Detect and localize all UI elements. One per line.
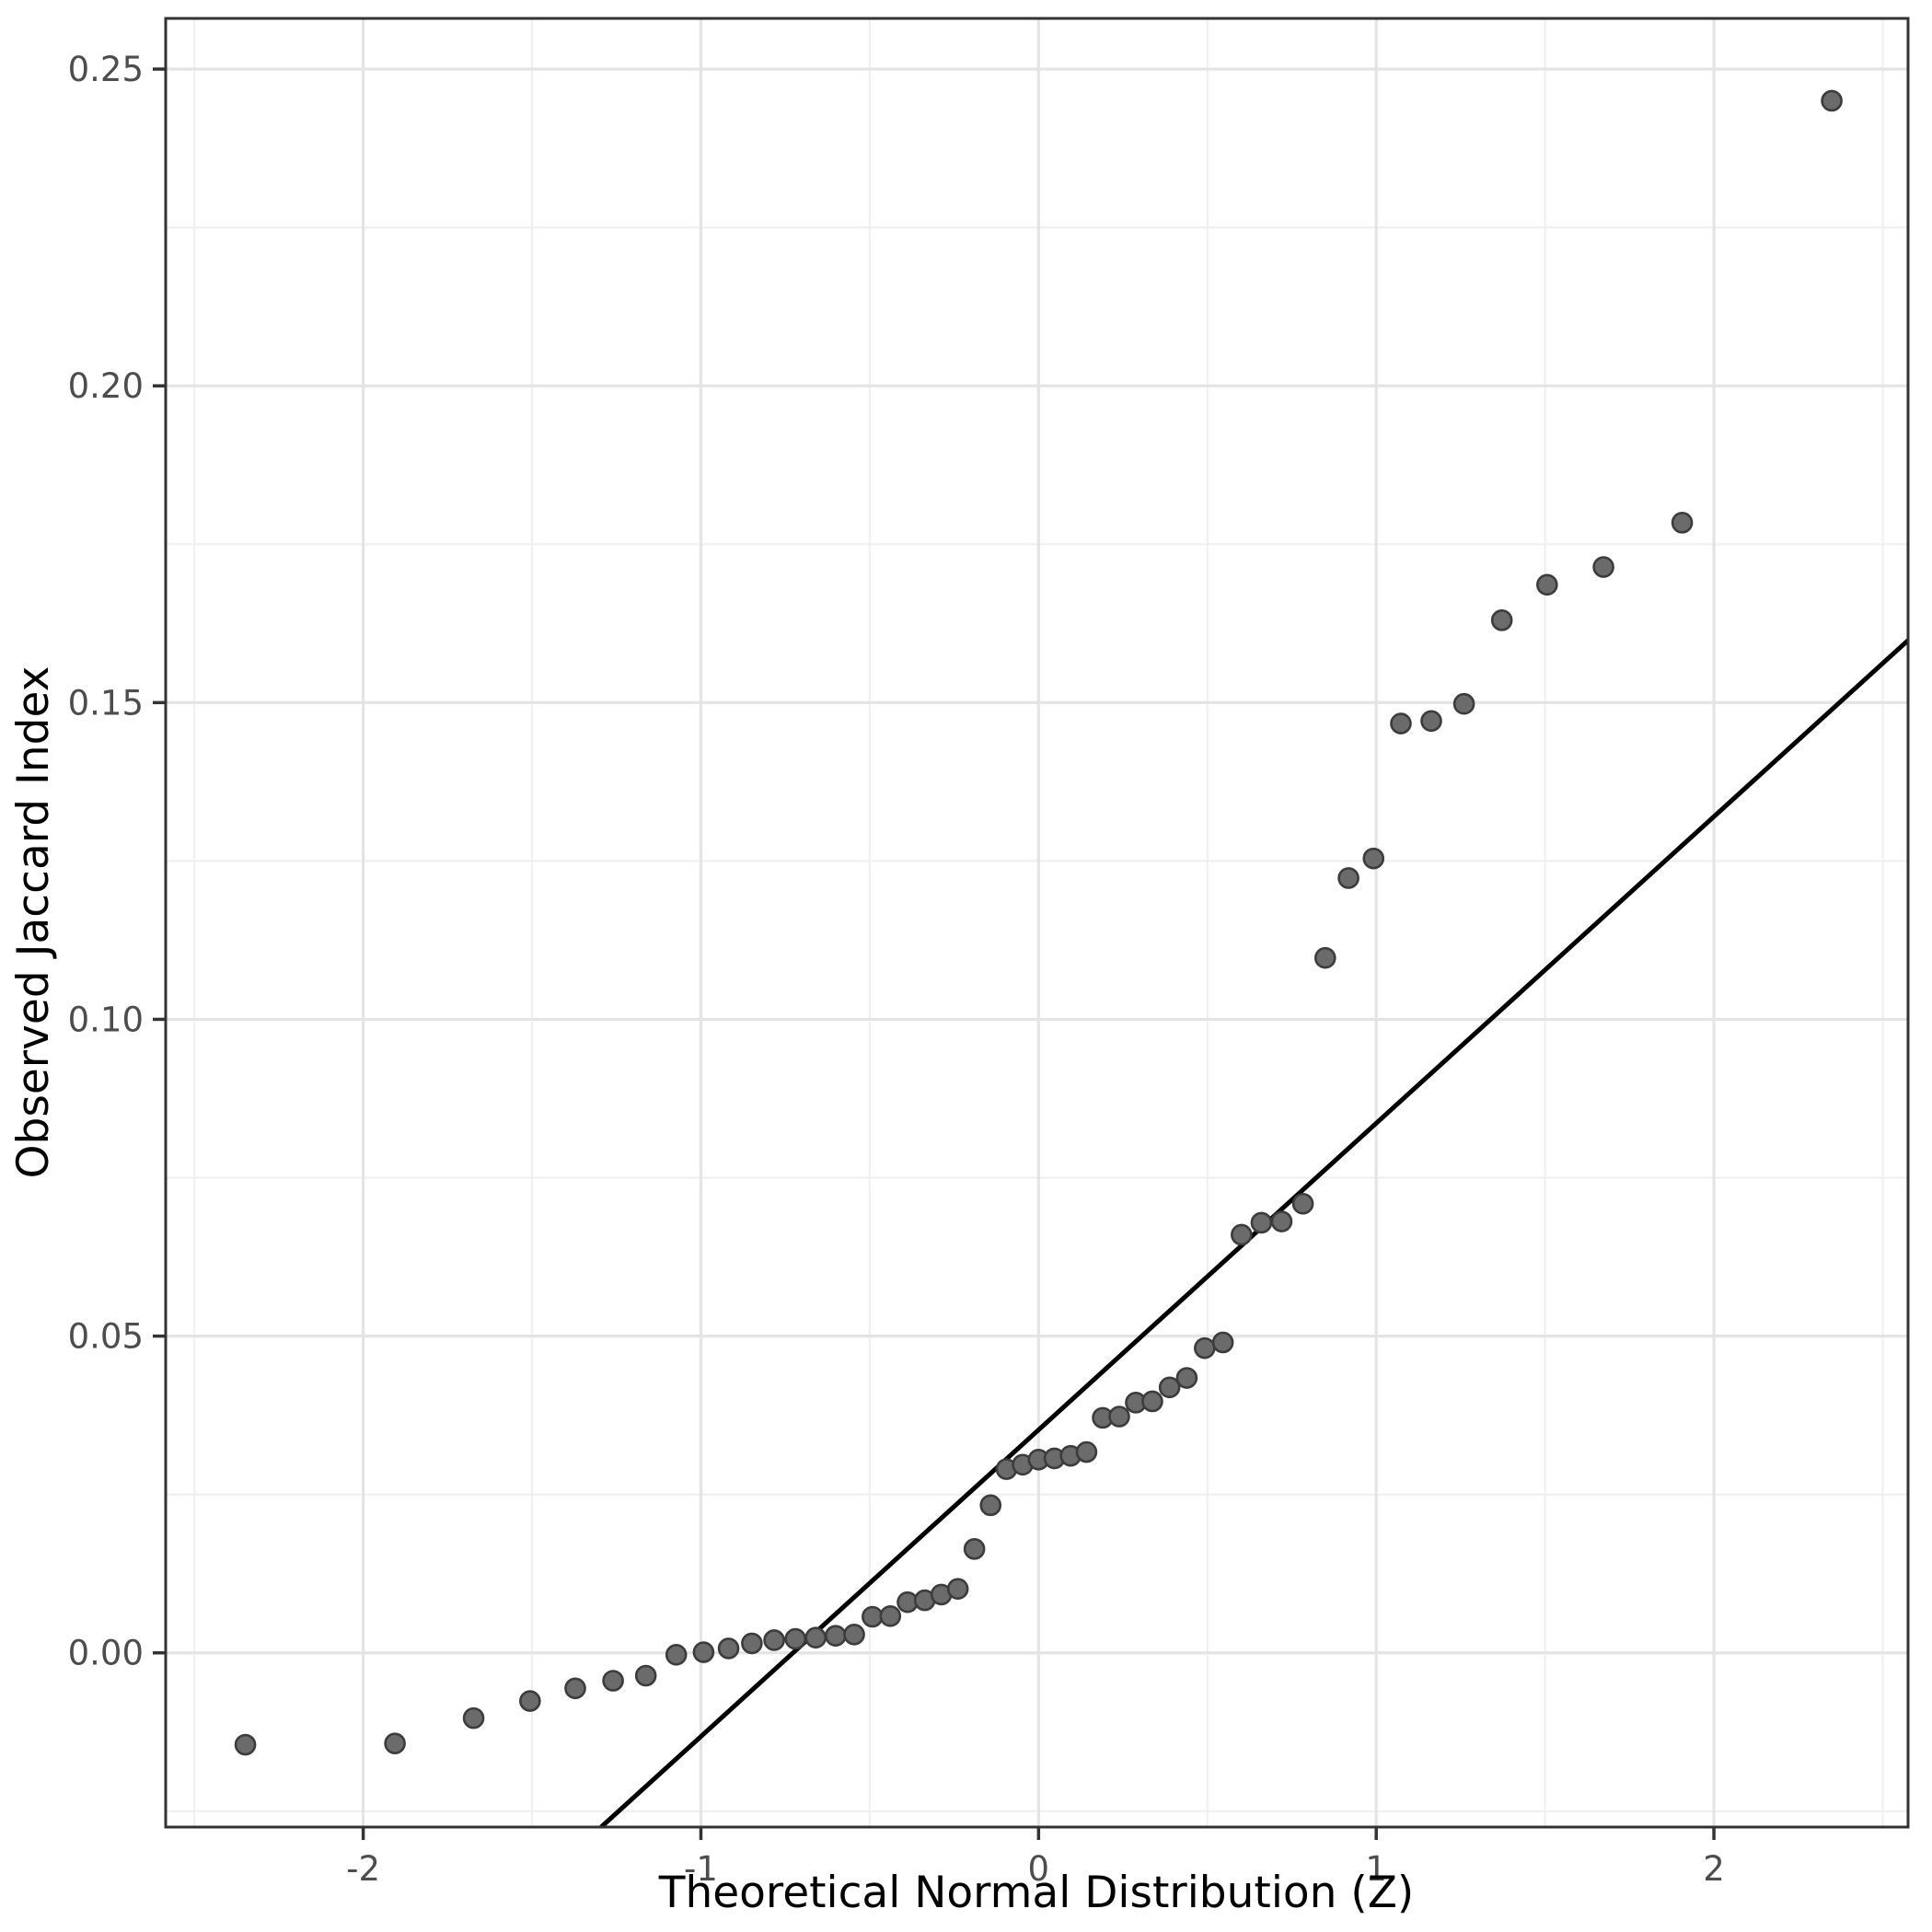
panel-border	[164, 17, 1910, 1829]
data-point	[1313, 946, 1336, 969]
major-gridlines	[166, 18, 1908, 1827]
data-point	[1108, 1406, 1130, 1428]
data-point	[665, 1643, 688, 1666]
data-point	[384, 1732, 406, 1754]
y-axis-tick-labels: 0.25 0.20 0.15 0.10 0.05 0.00	[68, 50, 144, 1673]
data-point	[1821, 89, 1843, 112]
data-point	[717, 1637, 740, 1660]
data-point	[1270, 1210, 1293, 1232]
data-point	[1291, 1192, 1314, 1215]
data-point	[1592, 556, 1614, 578]
data-point	[979, 1494, 1002, 1517]
axis-ticks	[153, 67, 1716, 1840]
data-point	[1194, 1336, 1216, 1359]
data-point	[741, 1632, 763, 1655]
data-point	[1231, 1223, 1253, 1246]
data-point	[1390, 712, 1412, 735]
data-point	[784, 1627, 806, 1650]
x-axis-tick-labels: -2 -1 0 1 2	[346, 1849, 1725, 1889]
data-point	[564, 1677, 586, 1700]
data-point	[1075, 1440, 1098, 1463]
scatter-points	[234, 89, 1843, 1756]
data-point	[1536, 573, 1558, 596]
data-point	[843, 1623, 865, 1646]
data-point	[1420, 710, 1442, 733]
y-axis-title: Observed Jaccard Index	[8, 666, 59, 1179]
data-point	[963, 1538, 986, 1560]
x-tick-label: 2	[1703, 1849, 1725, 1889]
data-point	[1211, 1331, 1234, 1354]
y-tick-label: 0.25	[68, 50, 144, 89]
data-point	[763, 1629, 785, 1651]
data-point	[946, 1578, 969, 1601]
data-point	[1362, 847, 1385, 870]
data-point	[804, 1626, 827, 1649]
x-axis-title: Theoretical Normal Distribution (Z)	[658, 1868, 1415, 1918]
data-point	[1671, 512, 1694, 534]
y-tick-label: 0.15	[68, 683, 144, 723]
data-point	[862, 1605, 884, 1628]
data-point	[1452, 692, 1475, 715]
data-point	[1250, 1211, 1273, 1234]
minor-gridlines	[166, 18, 1908, 1827]
data-point	[634, 1664, 657, 1687]
x-tick-label: 1	[1365, 1849, 1387, 1889]
data-point	[1490, 609, 1513, 631]
data-point	[1175, 1367, 1198, 1389]
x-tick-label: 0	[1028, 1849, 1050, 1889]
x-tick-label: -2	[346, 1849, 380, 1889]
data-point	[602, 1670, 624, 1692]
data-point	[879, 1605, 902, 1627]
data-point	[1337, 867, 1359, 889]
data-point	[519, 1690, 541, 1712]
data-point	[825, 1625, 847, 1647]
y-tick-label: 0.10	[68, 1000, 144, 1039]
y-tick-label: 0.20	[68, 366, 144, 406]
y-tick-label: 0.00	[68, 1634, 144, 1673]
data-point	[234, 1733, 257, 1756]
data-point	[462, 1706, 485, 1730]
x-tick-label: -1	[684, 1849, 718, 1889]
data-point	[1158, 1376, 1181, 1399]
y-tick-label: 0.05	[68, 1317, 144, 1357]
data-point	[692, 1641, 715, 1663]
data-point	[1141, 1390, 1163, 1413]
